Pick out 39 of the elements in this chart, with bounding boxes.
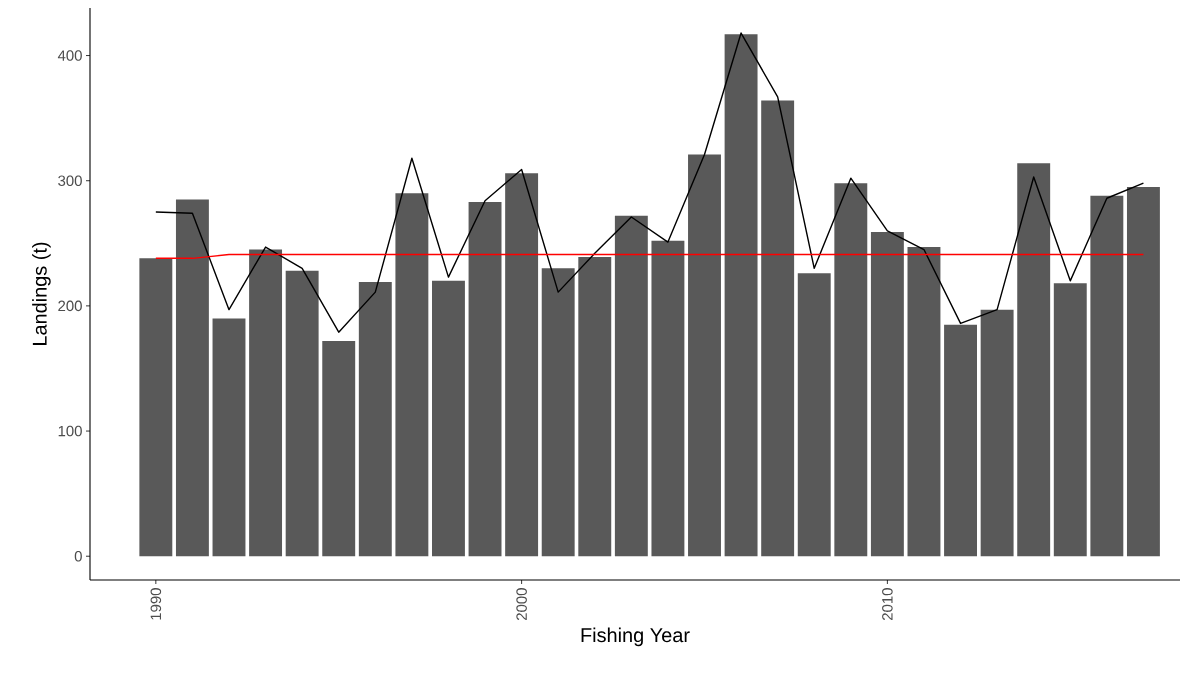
bar [944, 324, 977, 557]
y-tick-label: 200 [58, 300, 82, 312]
line-series [155, 32, 1145, 333]
bar [358, 282, 392, 557]
y-axis-title: Landings (t) [32, 242, 51, 345]
bar [541, 268, 575, 557]
bar [578, 257, 612, 557]
bar [249, 249, 283, 557]
bar [505, 173, 539, 557]
y-tick-label: 100 [58, 425, 82, 437]
bar [322, 340, 356, 557]
x-tick-label: 2000 [516, 588, 527, 621]
bar [614, 215, 648, 557]
bar [688, 154, 721, 557]
bar [797, 273, 831, 557]
bar [651, 240, 685, 557]
bar [1126, 186, 1160, 557]
bar [870, 232, 904, 557]
bar [724, 34, 758, 557]
bar [907, 247, 941, 557]
bar [175, 199, 209, 557]
bar [761, 100, 795, 557]
bar [432, 280, 465, 557]
x-tick-label: 2010 [882, 588, 893, 621]
bar [1053, 283, 1087, 557]
bar [285, 270, 319, 557]
bar [834, 183, 868, 557]
bar [139, 258, 173, 557]
bar [468, 202, 502, 557]
x-tick-label: 1990 [150, 588, 162, 620]
bar [395, 193, 429, 557]
y-tick-label: 0 [74, 550, 82, 562]
bar [1090, 195, 1124, 557]
bar [212, 318, 246, 557]
y-tick-label: 400 [57, 50, 82, 61]
x-axis-title: Fishing Year [581, 627, 690, 647]
bar [1017, 163, 1051, 557]
y-tick-label: 300 [58, 175, 82, 187]
bar [980, 309, 1014, 557]
